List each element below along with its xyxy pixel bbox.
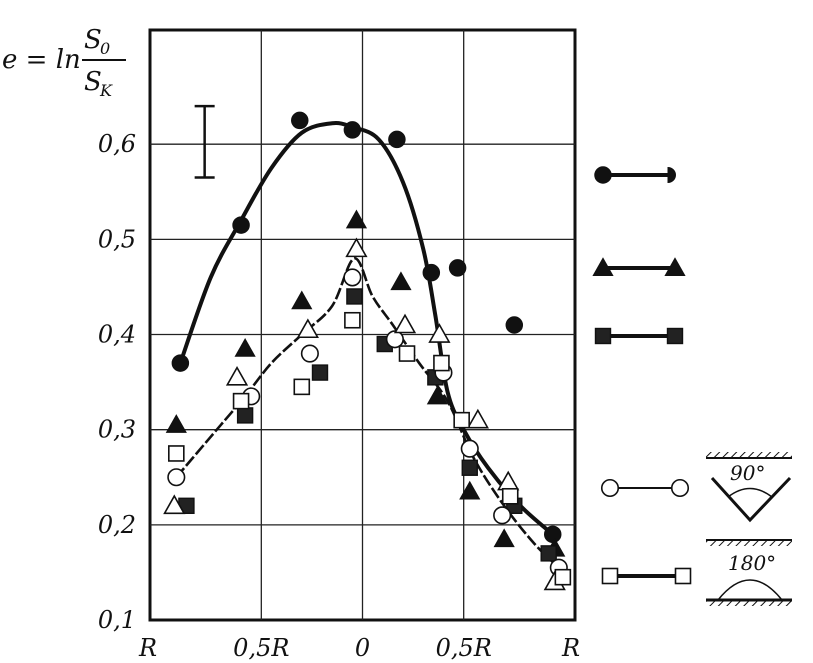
data-point-open-triangle	[296, 318, 319, 339]
inset-90-hatching	[706, 452, 792, 458]
y-tick-label: 0,1	[98, 606, 136, 634]
legend-marker-open-square	[674, 567, 692, 585]
data-point-filled-circle	[232, 216, 250, 234]
data-point-filled-square	[540, 545, 557, 562]
data-point-open-circle	[493, 506, 512, 525]
data-point-filled-square	[236, 407, 254, 424]
data-point-open-triangle	[497, 470, 520, 491]
data-point-filled-triangle	[234, 338, 256, 357]
error-bar	[194, 104, 215, 179]
data-point-open-triangle	[345, 237, 368, 258]
data-point-open-square	[293, 378, 311, 396]
data-point-filled-triangle	[291, 290, 313, 310]
data-point-open-triangle	[163, 494, 186, 515]
inset-90-v-groove	[710, 476, 792, 523]
y-axis-label-numerator-sub: 0	[100, 39, 110, 58]
y-axis-label: e = ln S 0 S K	[2, 25, 126, 100]
data-point-filled-circle	[422, 263, 441, 282]
x-tick-label: 0,5R	[436, 634, 492, 662]
data-point-open-circle	[300, 344, 319, 363]
data-point-filled-triangle	[493, 528, 515, 548]
data-point-open-triangle	[428, 323, 451, 343]
legend-marker-open-circle	[670, 478, 690, 498]
data-point-filled-triangle	[390, 271, 412, 291]
data-point-open-square	[453, 411, 470, 429]
x-tick-label: 0	[355, 634, 370, 662]
inset-90-degree-groove: 90°	[706, 452, 792, 523]
data-point-filled-circle	[448, 259, 467, 277]
legend-marker-open-square	[601, 567, 619, 585]
data-point-open-square	[433, 354, 450, 372]
legend-marker-filled-circle	[594, 166, 612, 184]
data-point-open-circle	[385, 330, 404, 349]
grid-lines	[150, 30, 575, 620]
y-axis-label-numerator: S	[84, 25, 102, 55]
data-point-filled-square	[346, 288, 363, 305]
legend-marker-filled-triangle	[592, 257, 614, 276]
data-point-filled-circle	[543, 525, 562, 544]
inset-180-angle-arc	[717, 579, 783, 601]
data-point-filled-square	[461, 459, 478, 476]
data-point-filled-triangle	[426, 385, 448, 405]
data-point-filled-triangle	[165, 414, 187, 433]
y-axis-label-denominator-sub: K	[99, 81, 113, 100]
legend-marker-filled-triangle	[664, 257, 686, 276]
data-point-open-triangle	[393, 313, 417, 334]
data-point-open-square	[344, 311, 361, 329]
tick-labels: 0,1 0,2 0,3 0,4 0,5 0,6 R 0,5R 0 0,5R R	[98, 130, 580, 662]
inset-180-degree-surface: 180°	[706, 539, 792, 606]
y-tick-label: 0,3	[98, 416, 136, 444]
legend	[592, 166, 692, 585]
legend-marker-open-circle	[600, 478, 620, 498]
data-point-open-square	[501, 487, 519, 505]
legend-marker-half-circle	[667, 166, 676, 184]
inset-90-label: 90°	[730, 461, 765, 485]
legend-marker-filled-square	[666, 327, 684, 345]
data-point-open-triangle	[466, 408, 489, 429]
data-point-open-circle	[460, 439, 479, 458]
data-points	[163, 111, 572, 591]
inset-180-top-hatching	[706, 540, 792, 546]
data-point-filled-circle	[171, 354, 190, 372]
data-point-open-circle	[167, 468, 186, 487]
data-point-filled-circle	[291, 111, 309, 130]
data-point-open-circle	[343, 268, 362, 287]
data-point-open-triangle	[225, 365, 249, 386]
y-axis-label-denominator: S	[84, 67, 102, 97]
fit-curve	[178, 121, 555, 536]
legend-marker-filled-square	[594, 327, 612, 345]
data-point-filled-square	[311, 364, 329, 381]
y-tick-label: 0,5	[98, 225, 136, 253]
data-point-filled-circle	[343, 121, 362, 139]
fit-curve	[175, 257, 560, 569]
x-tick-label: 0,5R	[233, 634, 289, 662]
inset-180-bottom-hatching	[706, 600, 792, 606]
inset-90-angle-arc	[727, 487, 773, 498]
fit-curves	[175, 121, 560, 569]
inset-180-label: 180°	[728, 551, 776, 575]
x-tick-label: R	[561, 634, 580, 662]
data-point-open-square	[398, 345, 416, 362]
data-point-filled-triangle	[345, 209, 368, 229]
data-point-filled-triangle	[459, 480, 481, 500]
y-tick-label: 0,4	[98, 321, 136, 349]
y-tick-label: 0,2	[98, 511, 136, 539]
x-tick-label: R	[138, 634, 157, 662]
data-point-open-square	[554, 568, 572, 586]
y-tick-label: 0,6	[98, 130, 136, 158]
data-point-filled-circle	[505, 316, 524, 334]
data-point-open-square	[168, 445, 185, 462]
data-point-filled-circle	[388, 130, 406, 149]
y-axis-label-prefix: e = ln	[2, 45, 81, 75]
data-point-open-square	[232, 392, 250, 410]
